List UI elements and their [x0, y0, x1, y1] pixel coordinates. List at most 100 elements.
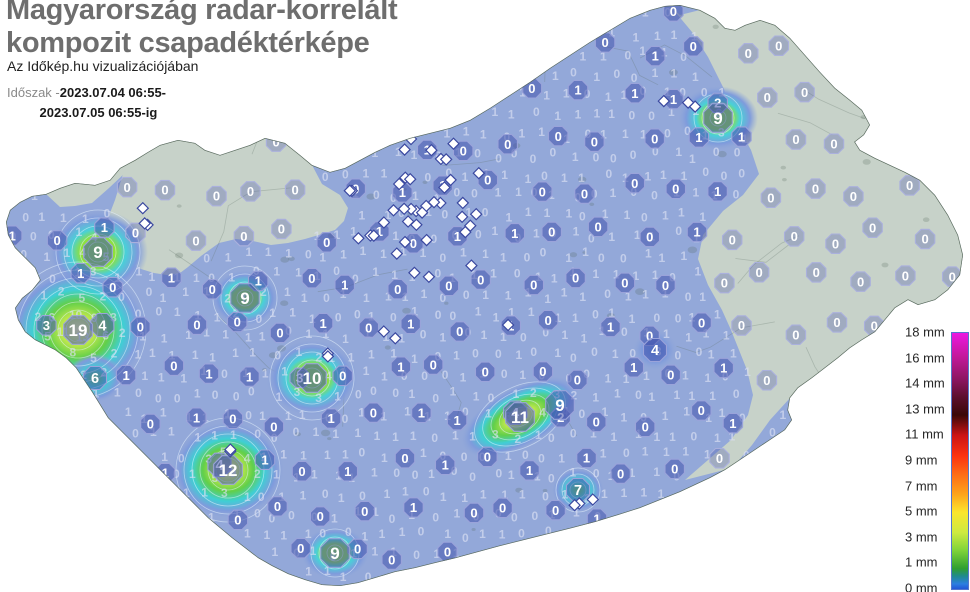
svg-text:1: 1: [594, 107, 601, 121]
svg-text:1: 1: [480, 128, 487, 142]
svg-text:1: 1: [662, 209, 669, 223]
svg-text:1: 1: [192, 348, 199, 362]
svg-text:0: 0: [520, 330, 527, 344]
svg-text:1: 1: [708, 348, 715, 362]
svg-text:1: 1: [214, 311, 221, 325]
svg-text:1: 1: [264, 528, 271, 542]
svg-text:0: 0: [291, 183, 298, 198]
svg-text:1: 1: [528, 305, 535, 319]
svg-text:1: 1: [340, 570, 347, 584]
svg-text:1: 1: [699, 290, 706, 304]
svg-text:1: 1: [381, 451, 388, 465]
svg-text:1: 1: [380, 247, 387, 261]
svg-text:1: 1: [519, 368, 526, 382]
svg-text:1: 1: [381, 369, 388, 383]
svg-text:0: 0: [621, 325, 628, 339]
svg-text:1: 1: [168, 270, 175, 285]
svg-text:1: 1: [244, 527, 251, 541]
svg-text:1: 1: [411, 148, 418, 162]
svg-text:0: 0: [701, 85, 708, 99]
svg-text:0: 0: [685, 290, 692, 304]
svg-text:0: 0: [192, 233, 199, 248]
svg-text:1: 1: [482, 247, 489, 261]
svg-text:1: 1: [670, 92, 677, 107]
svg-text:1: 1: [319, 251, 326, 265]
svg-text:0: 0: [394, 282, 401, 297]
svg-text:0: 0: [132, 427, 139, 441]
svg-text:0: 0: [389, 512, 396, 526]
svg-text:0: 0: [135, 386, 142, 400]
svg-text:1: 1: [453, 413, 460, 428]
svg-text:0: 0: [247, 184, 254, 199]
svg-text:0: 0: [462, 531, 469, 545]
svg-text:0: 0: [544, 313, 551, 328]
svg-text:0: 0: [690, 429, 697, 443]
svg-text:0: 0: [229, 411, 236, 426]
svg-text:0: 0: [813, 265, 820, 280]
svg-text:0: 0: [423, 484, 430, 498]
svg-text:1: 1: [558, 452, 565, 466]
svg-text:1: 1: [289, 305, 296, 319]
svg-text:0: 0: [293, 425, 300, 439]
svg-text:0: 0: [646, 230, 653, 245]
svg-text:1: 1: [709, 389, 716, 403]
svg-text:4: 4: [98, 318, 106, 334]
svg-text:1: 1: [621, 486, 628, 500]
svg-text:0: 0: [233, 390, 240, 404]
svg-text:1: 1: [515, 185, 522, 199]
svg-text:0: 0: [174, 391, 181, 405]
svg-text:0: 0: [354, 307, 361, 321]
svg-text:1: 1: [205, 366, 212, 381]
svg-text:0: 0: [435, 308, 442, 322]
svg-text:0: 0: [30, 230, 37, 244]
svg-text:0: 0: [393, 466, 400, 480]
svg-text:1: 1: [381, 167, 388, 181]
svg-text:1: 1: [450, 385, 457, 399]
svg-text:0: 0: [518, 527, 525, 541]
svg-text:1: 1: [500, 251, 507, 265]
svg-text:1: 1: [397, 359, 404, 374]
svg-text:0: 0: [593, 151, 600, 165]
svg-text:1: 1: [682, 369, 689, 383]
svg-text:0: 0: [628, 109, 635, 123]
svg-text:1: 1: [473, 389, 480, 403]
svg-text:1: 1: [518, 126, 525, 140]
svg-text:1: 1: [513, 387, 520, 401]
svg-text:1: 1: [273, 264, 280, 278]
svg-text:1: 1: [519, 488, 526, 502]
svg-text:0: 0: [319, 526, 326, 540]
svg-text:1: 1: [645, 170, 652, 184]
svg-text:0: 0: [146, 285, 153, 299]
svg-text:0: 0: [542, 490, 549, 504]
svg-text:1: 1: [285, 409, 292, 423]
svg-text:0: 0: [906, 178, 913, 193]
svg-text:0: 0: [540, 246, 547, 260]
svg-text:1: 1: [194, 431, 201, 445]
svg-text:0: 0: [323, 235, 330, 250]
svg-text:1: 1: [593, 70, 600, 84]
svg-text:0: 0: [484, 173, 491, 188]
svg-text:0: 0: [648, 109, 655, 123]
svg-text:0: 0: [721, 276, 728, 291]
svg-text:0: 0: [775, 38, 782, 53]
svg-text:1: 1: [570, 465, 577, 479]
svg-text:1: 1: [122, 368, 129, 383]
svg-text:0: 0: [812, 181, 819, 196]
svg-text:0: 0: [631, 71, 638, 85]
svg-text:1: 1: [301, 291, 308, 305]
svg-text:1: 1: [714, 431, 721, 445]
svg-text:0: 0: [713, 145, 720, 159]
svg-text:0: 0: [412, 468, 419, 482]
svg-text:0: 0: [435, 266, 442, 280]
svg-text:0: 0: [470, 506, 477, 521]
svg-text:0: 0: [555, 129, 562, 144]
svg-text:1: 1: [482, 288, 489, 302]
svg-text:0: 0: [541, 169, 548, 183]
svg-text:1: 1: [492, 105, 499, 119]
svg-text:2: 2: [515, 432, 522, 446]
svg-text:0: 0: [456, 324, 463, 339]
svg-text:0: 0: [591, 345, 598, 359]
svg-text:0: 0: [499, 501, 506, 516]
svg-text:1: 1: [285, 246, 292, 260]
svg-text:1: 1: [611, 430, 618, 444]
